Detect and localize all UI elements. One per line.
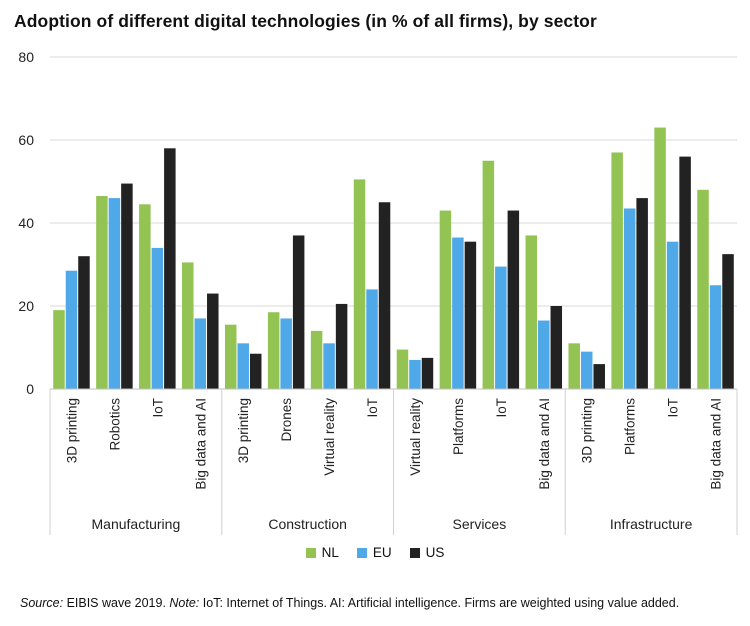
bar-nl bbox=[310, 330, 323, 389]
bar-eu bbox=[237, 343, 249, 389]
x-tick-label: Big data and AI bbox=[193, 398, 208, 490]
bar-nl bbox=[482, 160, 495, 389]
bar-eu bbox=[108, 198, 121, 389]
source-note: Source: EIBIS wave 2019. Note: IoT: Inte… bbox=[20, 596, 679, 610]
bar-us bbox=[679, 156, 691, 389]
legend-item-nl: NL bbox=[305, 545, 339, 560]
bar-eu bbox=[452, 237, 464, 389]
x-tick-label: 3D printing bbox=[580, 398, 595, 463]
y-tick-label: 40 bbox=[18, 215, 34, 231]
bar-us bbox=[121, 183, 133, 389]
group-label: Manufacturing bbox=[92, 516, 181, 532]
bar-us bbox=[207, 293, 219, 389]
x-tick-label: IoT bbox=[150, 398, 165, 418]
bar-nl bbox=[654, 127, 666, 390]
bar-nl bbox=[568, 343, 580, 389]
bar-chart: 0 20 40 60 80 3D printing Robotics IoT Big data… bbox=[18, 49, 738, 535]
x-tick-label: 3D printing bbox=[236, 398, 251, 463]
group-label: Infrastructure bbox=[610, 516, 693, 532]
x-tick-label: Drones bbox=[279, 398, 294, 442]
bar-us bbox=[507, 210, 520, 389]
legend-label: EU bbox=[372, 545, 392, 560]
bar-nl bbox=[96, 196, 108, 389]
y-tick-label: 80 bbox=[18, 49, 34, 65]
bar-nl bbox=[53, 310, 65, 389]
bar-eu bbox=[495, 266, 507, 389]
bar-eu bbox=[323, 343, 335, 389]
bar-nl bbox=[439, 210, 452, 389]
bars bbox=[53, 127, 734, 390]
x-tick-label: Platforms bbox=[623, 398, 638, 455]
x-tick-label: Virtual reality bbox=[408, 398, 423, 476]
y-tick-label: 60 bbox=[18, 132, 34, 148]
x-tick-label: Robotics bbox=[107, 398, 122, 451]
bar-nl bbox=[396, 349, 409, 389]
bar-eu bbox=[366, 289, 378, 389]
bar-nl bbox=[139, 204, 151, 389]
legend: NL EU US bbox=[0, 545, 750, 560]
legend-item-eu: EU bbox=[356, 545, 392, 560]
bar-us bbox=[636, 198, 648, 389]
legend-item-us: US bbox=[409, 545, 445, 560]
bar-nl bbox=[267, 312, 280, 389]
bar-eu bbox=[538, 320, 550, 389]
bar-eu bbox=[280, 318, 292, 389]
x-tick-label: IoT bbox=[494, 398, 509, 418]
bar-eu bbox=[709, 285, 722, 389]
x-tick-label: Big data and AI bbox=[537, 398, 552, 490]
y-tick-label: 0 bbox=[26, 381, 34, 397]
bar-nl bbox=[697, 189, 709, 389]
legend-swatch bbox=[356, 547, 367, 558]
legend-swatch bbox=[409, 547, 420, 558]
source-text: EIBIS wave 2019. bbox=[63, 596, 170, 610]
y-tick-label: 20 bbox=[18, 298, 34, 314]
bar-eu bbox=[151, 247, 164, 389]
bar-us bbox=[378, 202, 391, 389]
x-tick-label: Big data and AI bbox=[709, 398, 724, 490]
group-label: Construction bbox=[268, 516, 347, 532]
legend-label: NL bbox=[321, 545, 339, 560]
bar-eu bbox=[623, 208, 636, 389]
bar-us bbox=[335, 303, 348, 389]
bar-nl bbox=[224, 324, 237, 389]
bar-nl bbox=[611, 152, 623, 389]
x-tick-label: Virtual reality bbox=[322, 398, 337, 476]
x-axis bbox=[49, 388, 738, 535]
bar-us bbox=[78, 256, 90, 389]
bar-us bbox=[550, 306, 563, 389]
bar-us bbox=[249, 353, 262, 389]
bar-us bbox=[421, 357, 434, 389]
bar-us bbox=[292, 235, 305, 389]
bar-eu bbox=[580, 351, 593, 389]
chart-title: Adoption of different digital technologi… bbox=[14, 11, 597, 31]
source-label: Source: bbox=[20, 596, 64, 610]
legend-label: US bbox=[425, 545, 445, 560]
bar-nl bbox=[525, 235, 538, 389]
bar-eu bbox=[666, 241, 679, 389]
x-axis-group-labels: Manufacturing Construction Services Infrast… bbox=[92, 516, 693, 532]
y-axis-ticks: 0 20 40 60 80 bbox=[18, 49, 34, 397]
bar-eu bbox=[65, 270, 78, 389]
bar-us bbox=[464, 241, 477, 389]
bar-eu bbox=[194, 318, 207, 389]
x-tick-label: 3D printing bbox=[64, 398, 79, 463]
x-axis-category-labels: 3D printing Robotics IoT Big data and AI 3D … bbox=[64, 398, 723, 490]
x-tick-label: IoT bbox=[666, 398, 681, 418]
x-tick-label: Platforms bbox=[451, 398, 466, 455]
note-text: IoT: Internet of Things. AI: Artificial … bbox=[199, 596, 680, 610]
legend-swatch bbox=[305, 547, 316, 558]
group-label: Services bbox=[453, 516, 507, 532]
bar-us bbox=[722, 254, 734, 389]
x-tick-label: IoT bbox=[365, 398, 380, 418]
bar-us bbox=[593, 364, 605, 389]
bar-eu bbox=[409, 359, 421, 389]
bar-nl bbox=[353, 179, 366, 389]
note-label: Note: bbox=[169, 596, 200, 610]
bar-nl bbox=[182, 262, 194, 389]
bar-us bbox=[164, 148, 176, 389]
